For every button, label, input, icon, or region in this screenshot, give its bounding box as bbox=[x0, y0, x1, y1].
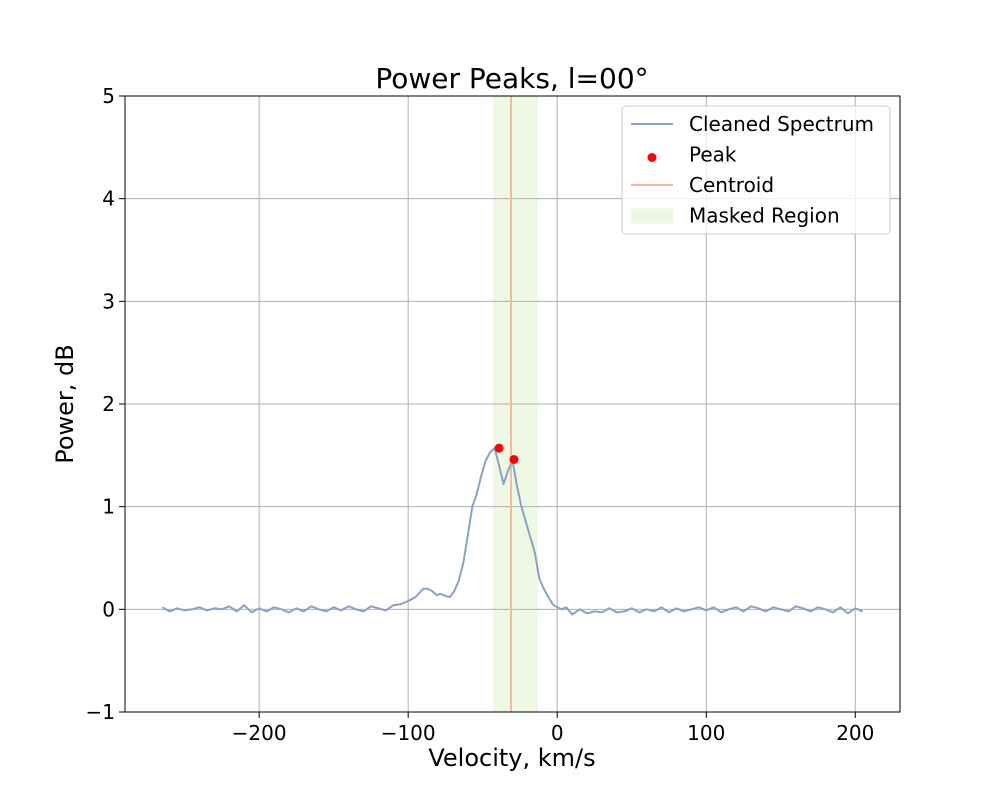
y-tick-label: 4 bbox=[102, 187, 115, 211]
legend: Cleaned Spectrum Peak Centroid Masked Regio… bbox=[621, 105, 891, 235]
y-axis-label: Power, dB bbox=[51, 344, 79, 464]
x-tick-label: 100 bbox=[687, 721, 725, 745]
legend-symbol-masked-region bbox=[631, 208, 673, 224]
y-tick-label: 5 bbox=[102, 84, 115, 108]
y-tick-label: −1 bbox=[86, 700, 115, 724]
x-axis-ticks: −200 −100 0 100 200 bbox=[232, 712, 874, 745]
legend-label: Masked Region bbox=[689, 204, 840, 228]
x-tick-label: 200 bbox=[836, 721, 874, 745]
legend-label: Cleaned Spectrum bbox=[689, 112, 874, 136]
y-axis-ticks: −1 0 1 2 3 4 5 bbox=[86, 84, 125, 724]
y-tick-label: 1 bbox=[102, 495, 115, 519]
peak-point bbox=[494, 443, 504, 453]
peak-layer bbox=[494, 443, 519, 464]
x-axis-label: Velocity, km/s bbox=[428, 744, 595, 772]
chart-title: Power Peaks, l=00° bbox=[375, 62, 648, 95]
legend-label: Centroid bbox=[689, 173, 774, 197]
x-tick-label: −100 bbox=[381, 721, 436, 745]
legend-box bbox=[621, 105, 891, 235]
y-tick-label: 3 bbox=[102, 289, 115, 313]
legend-items: Cleaned Spectrum Peak Centroid Masked Regio… bbox=[631, 112, 874, 228]
series-line-cleaned-spectrum bbox=[161, 447, 864, 616]
legend-label: Peak bbox=[689, 143, 737, 167]
legend-symbol-peak bbox=[647, 153, 657, 162]
peak-point bbox=[509, 454, 519, 464]
x-tick-label: −200 bbox=[232, 721, 287, 745]
y-tick-label: 2 bbox=[102, 392, 115, 416]
series-layer bbox=[161, 447, 864, 616]
x-tick-label: 0 bbox=[551, 721, 564, 745]
y-tick-label: 0 bbox=[102, 597, 115, 621]
